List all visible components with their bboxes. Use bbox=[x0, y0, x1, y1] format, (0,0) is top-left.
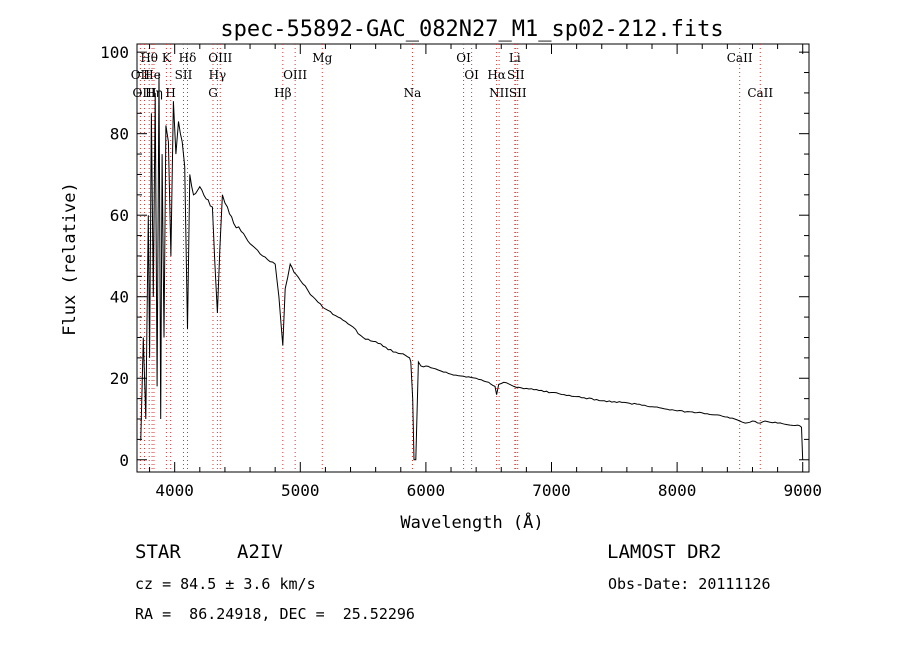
y-tick-label: 100 bbox=[100, 43, 129, 62]
spectral-line-label: He bbox=[143, 68, 161, 82]
x-tick-label: 6000 bbox=[407, 481, 446, 500]
y-tick-label: 80 bbox=[110, 125, 129, 144]
x-tick-label: 5000 bbox=[281, 481, 320, 500]
y-tick-label: 60 bbox=[110, 206, 129, 225]
spectral-line-label: Hβ bbox=[274, 86, 291, 100]
spectral-line-label: Li bbox=[509, 51, 521, 65]
spectral-line-label: OIII bbox=[208, 51, 232, 65]
spectral-line-label: SII bbox=[175, 68, 193, 82]
y-tick-label: 0 bbox=[119, 451, 129, 470]
spectral-line-label: Hη bbox=[145, 86, 163, 100]
spectral-line-label: Hγ bbox=[209, 68, 227, 82]
x-tick-label: 4000 bbox=[155, 481, 194, 500]
x-tick-label: 8000 bbox=[658, 481, 697, 500]
spectral-line-label: CaII bbox=[727, 51, 753, 65]
redshift-info: cz = 84.5 ± 3.6 km/s bbox=[135, 575, 316, 593]
chart-title: spec-55892-GAC_082N27_M1_sp02-212.fits bbox=[220, 17, 723, 42]
object-class: STAR bbox=[135, 541, 181, 563]
survey-name: LAMOST DR2 bbox=[607, 541, 722, 563]
spectrum-line bbox=[140, 72, 804, 461]
spectral-line-label: CaII bbox=[747, 86, 773, 100]
spectral-line-label: Hα bbox=[487, 68, 506, 82]
y-tick-label: 20 bbox=[110, 369, 129, 388]
spectral-line-label: OI bbox=[456, 51, 471, 65]
spectral-line-label: OII bbox=[131, 68, 151, 82]
y-axis-label: Flux (relative) bbox=[60, 182, 80, 336]
line-markers bbox=[139, 44, 761, 472]
plot-frame bbox=[136, 43, 810, 473]
spectral-line-label: Hδ bbox=[179, 51, 197, 65]
x-axis-label: Wavelength (Å) bbox=[400, 511, 543, 533]
x-axis: 4000 5000 6000 7000 8000 9000 bbox=[149, 44, 822, 500]
spectral-line-label: Mg bbox=[312, 51, 332, 65]
obs-date: Obs-Date: 20111126 bbox=[608, 575, 771, 593]
spectral-line-label: OI bbox=[464, 68, 479, 82]
x-tick-label: 9000 bbox=[783, 481, 822, 500]
y-tick-label: 40 bbox=[110, 288, 129, 307]
x-tick-label: 7000 bbox=[532, 481, 571, 500]
spectral-line-label: SII bbox=[509, 86, 527, 100]
spectral-line-label: K bbox=[162, 51, 172, 65]
object-subclass: A2IV bbox=[237, 541, 283, 563]
spectral-line-label: OIII bbox=[283, 68, 307, 82]
spectral-line-label: G bbox=[208, 86, 218, 100]
coordinates: RA = 86.24918, DEC = 25.52296 bbox=[135, 605, 415, 623]
spectral-line-label: OIII bbox=[133, 86, 157, 100]
spectral-line-label: H bbox=[165, 86, 175, 100]
spectral-line-label: SII bbox=[507, 68, 525, 82]
y-axis: 0 20 40 60 80 100 bbox=[100, 43, 809, 470]
spectral-line-label: Hθ bbox=[140, 51, 158, 65]
spectral-line-label: NII bbox=[489, 86, 509, 100]
spectral-line-label: Na bbox=[404, 86, 422, 100]
